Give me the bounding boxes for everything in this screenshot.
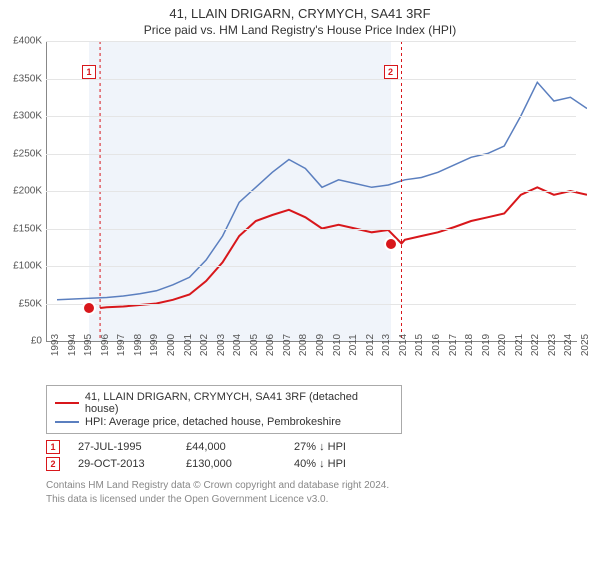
x-tick-label: 2013	[381, 334, 392, 356]
x-tick-label: 2000	[166, 334, 177, 356]
y-tick-label: £0	[2, 336, 42, 347]
series-property	[100, 187, 587, 308]
legend-swatch	[55, 421, 79, 423]
x-tick-label: 2017	[448, 334, 459, 356]
legend-item: 41, LLAIN DRIGARN, CRYMYCH, SA41 3RF (de…	[55, 391, 393, 415]
chart-area: £0£50K£100K£150K£200K£250K£300K£350K£400…	[36, 41, 596, 381]
y-tick-label: £150K	[2, 223, 42, 234]
x-tick-label: 2021	[514, 334, 525, 356]
x-tick-label: 2019	[481, 334, 492, 356]
x-tick-label: 2006	[265, 334, 276, 356]
legend-label: 41, LLAIN DRIGARN, CRYMYCH, SA41 3RF (de…	[85, 391, 393, 415]
x-tick-label: 2005	[249, 334, 260, 356]
event-row: 2 29-OCT-2013 £130,000 40% ↓ HPI	[46, 457, 600, 471]
event-dot-1	[82, 301, 96, 315]
x-tick-label: 2002	[199, 334, 210, 356]
event-dot-2	[384, 237, 398, 251]
x-tick-label: 2004	[232, 334, 243, 356]
x-tick-label: 2020	[497, 334, 508, 356]
x-tick-label: 1996	[100, 334, 111, 356]
event-price: £44,000	[186, 441, 276, 453]
footer-line1: Contains HM Land Registry data © Crown c…	[46, 479, 600, 493]
event-delta: 27% ↓ HPI	[294, 441, 384, 453]
x-tick-label: 2011	[348, 334, 359, 356]
x-tick-label: 1997	[116, 334, 127, 356]
x-tick-label: 2022	[530, 334, 541, 356]
x-tick-label: 2012	[365, 334, 376, 356]
event-marker-1: 1	[82, 65, 96, 79]
legend: 41, LLAIN DRIGARN, CRYMYCH, SA41 3RF (de…	[46, 385, 402, 434]
event-date: 27-JUL-1995	[78, 441, 168, 453]
x-tick-label: 2010	[332, 334, 343, 356]
x-tick-label: 2025	[580, 334, 591, 356]
y-tick-label: £400K	[2, 36, 42, 47]
x-tick-label: 2014	[398, 334, 409, 356]
event-date: 29-OCT-2013	[78, 458, 168, 470]
y-tick-label: £100K	[2, 261, 42, 272]
x-tick-label: 2009	[315, 334, 326, 356]
legend-item: HPI: Average price, detached house, Pemb…	[55, 416, 393, 428]
legend-swatch	[55, 402, 79, 404]
y-tick-label: £350K	[2, 73, 42, 84]
chart-container: 41, LLAIN DRIGARN, CRYMYCH, SA41 3RF Pri…	[0, 6, 600, 566]
event-row: 1 27-JUL-1995 £44,000 27% ↓ HPI	[46, 440, 600, 454]
event-num-box: 2	[46, 457, 60, 471]
x-tick-label: 1995	[83, 334, 94, 356]
x-tick-label: 2008	[298, 334, 309, 356]
x-tick-label: 1999	[149, 334, 160, 356]
x-tick-label: 1994	[67, 334, 78, 356]
x-tick-label: 2015	[414, 334, 425, 356]
x-tick-label: 2016	[431, 334, 442, 356]
footer: Contains HM Land Registry data © Crown c…	[46, 479, 600, 506]
x-tick-label: 2003	[216, 334, 227, 356]
x-tick-label: 1993	[50, 334, 61, 356]
x-tick-label: 2007	[282, 334, 293, 356]
legend-label: HPI: Average price, detached house, Pemb…	[85, 416, 341, 428]
x-tick-label: 2001	[183, 334, 194, 356]
page-subtitle: Price paid vs. HM Land Registry's House …	[0, 23, 600, 37]
y-tick-label: £200K	[2, 186, 42, 197]
x-tick-label: 2023	[547, 334, 558, 356]
footer-line2: This data is licensed under the Open Gov…	[46, 493, 600, 507]
y-tick-label: £250K	[2, 148, 42, 159]
y-tick-label: £300K	[2, 111, 42, 122]
event-delta: 40% ↓ HPI	[294, 458, 384, 470]
x-tick-label: 2024	[563, 334, 574, 356]
y-tick-label: £50K	[2, 298, 42, 309]
x-tick-label: 1998	[133, 334, 144, 356]
events-table: 1 27-JUL-1995 £44,000 27% ↓ HPI 2 29-OCT-2013…	[46, 440, 600, 471]
event-num-box: 1	[46, 440, 60, 454]
x-tick-label: 2018	[464, 334, 475, 356]
event-price: £130,000	[186, 458, 276, 470]
event-marker-2: 2	[384, 65, 398, 79]
page-title: 41, LLAIN DRIGARN, CRYMYCH, SA41 3RF	[0, 6, 600, 21]
